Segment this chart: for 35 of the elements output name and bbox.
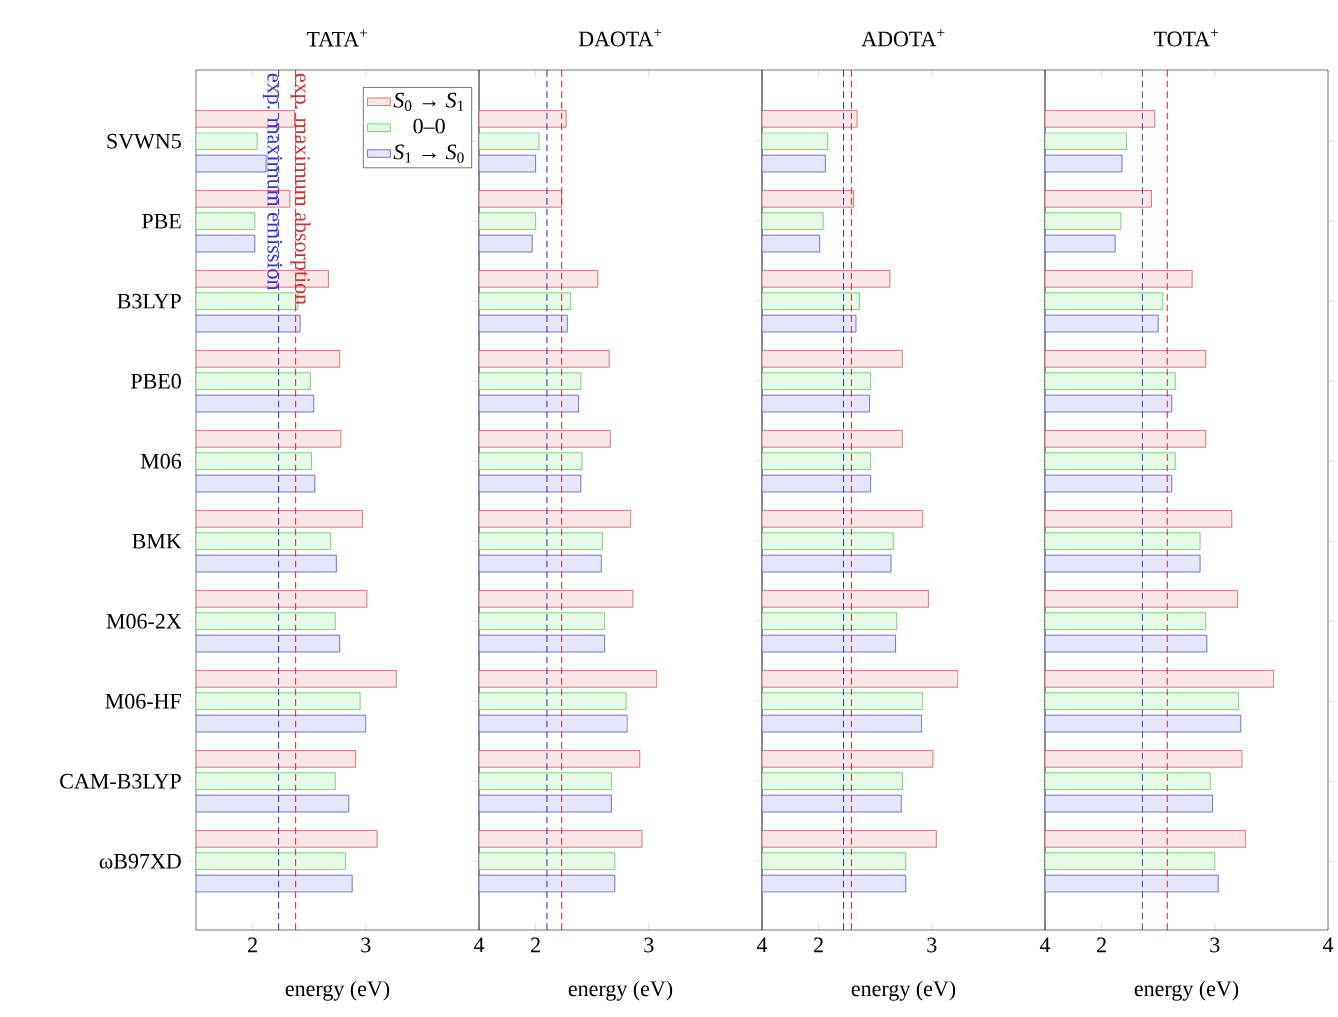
x-tick-label: 2: [248, 937, 257, 953]
y-tick-label: ωB97XD: [99, 853, 181, 869]
chart-title: TATA$^{+}$: [306, 29, 368, 47]
chart-title: TOTA$^{+}$: [1153, 29, 1219, 47]
x-tick-label: 4: [756, 937, 768, 953]
x-tick-label: 2: [531, 937, 540, 953]
y-tick-label: B3LYP: [117, 293, 181, 309]
x-tick-label: 4: [1322, 937, 1334, 953]
y-tick-label: M06-2X: [106, 613, 182, 629]
legend-label: S$_{1}$ → S$_{0}$: [393, 144, 464, 163]
y-tick-label: SVWN5: [107, 133, 181, 149]
x-axis-title: energy (eV): [851, 980, 956, 1001]
x-tick-label: 3: [644, 937, 654, 953]
legend-label: S$_{0}$ → S$_{1}$: [393, 92, 464, 111]
x-tick-label: 2: [814, 937, 823, 953]
x-tick-label: 4: [473, 937, 485, 953]
x-axis-title: energy (eV): [1134, 980, 1239, 1001]
x-axis-title: energy (eV): [568, 980, 673, 1001]
y-tick-label: PBE0: [131, 373, 181, 389]
chart-title: DAOTA$^{+}$: [578, 29, 662, 47]
x-tick-label: 4: [1039, 937, 1051, 953]
ref-line-label: exp. maximum emission: [262, 73, 283, 291]
chart-title: ADOTA$^{+}$: [861, 29, 945, 47]
x-axis-title: energy (eV): [285, 980, 390, 1001]
y-tick-label: BMK: [132, 533, 182, 549]
ref-line-label: exp. maximum absorption: [290, 73, 311, 305]
x-tick-label: 2: [1097, 937, 1106, 953]
y-tick-label: PBE: [142, 213, 181, 229]
x-tick-label: 3: [927, 937, 937, 953]
y-tick-label: M06: [140, 453, 182, 469]
x-tick-label: 3: [361, 937, 371, 953]
x-tick-label: 3: [1210, 937, 1220, 953]
y-tick-label: M06-HF: [105, 693, 181, 709]
legend-label: 0–0: [413, 118, 445, 134]
y-tick-label: CAM-B3LYP: [60, 773, 181, 789]
